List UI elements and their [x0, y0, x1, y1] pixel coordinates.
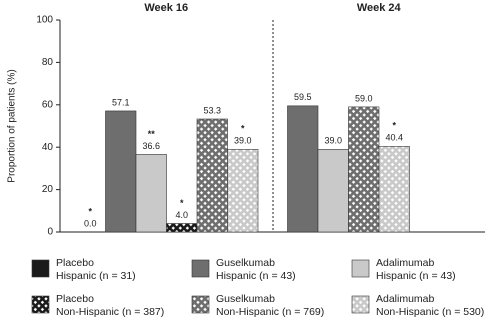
legend-label: Placebo: [56, 293, 94, 305]
legend-label: Guselkumab: [216, 257, 275, 269]
value-label: 57.1: [112, 97, 130, 107]
legend-swatch: [191, 259, 210, 278]
legend-swatch: [351, 295, 370, 314]
bar: [287, 105, 319, 233]
category-title: Week 16: [144, 2, 188, 14]
legend-label: Non-Hispanic (n = 387): [56, 306, 164, 318]
y-tick-label: 80: [42, 57, 54, 68]
bar: [166, 223, 198, 233]
legend-label: Guselkumab: [216, 293, 275, 305]
bar: [227, 149, 259, 233]
legend-swatch: [31, 259, 50, 278]
value-label: 36.6: [142, 141, 160, 151]
y-tick-label: 100: [36, 15, 53, 26]
value-label: 0.0: [84, 218, 97, 228]
value-label: 59.5: [294, 92, 312, 102]
category-title: Week 24: [357, 2, 402, 14]
bar: [105, 110, 137, 233]
legend-label: Hispanic (n = 31): [56, 270, 136, 282]
y-tick-label: 60: [42, 99, 54, 110]
significance: *: [392, 121, 396, 131]
legend-swatch: [31, 295, 50, 314]
legend-label: Adalimumab: [376, 293, 435, 305]
value-label: 39.0: [234, 136, 252, 146]
value-label: 59.0: [355, 93, 373, 103]
significance: *: [241, 124, 245, 134]
bar: [196, 118, 228, 233]
significance: **: [148, 129, 156, 139]
y-axis-label: Proportion of patients (%): [7, 69, 18, 182]
legend-label: Non-Hispanic (n = 769): [216, 306, 324, 318]
legend-swatch: [351, 259, 370, 278]
bar: [317, 149, 349, 233]
legend-swatch: [191, 295, 210, 314]
bar: [135, 154, 167, 233]
legend-label: Adalimumab: [376, 257, 435, 269]
significance: *: [180, 198, 184, 208]
legend-label: Hispanic (n = 43): [376, 270, 456, 282]
bar: [378, 146, 410, 233]
legend-label: Hispanic (n = 43): [216, 270, 296, 282]
significance: *: [88, 206, 92, 216]
legend-label: Placebo: [56, 257, 94, 269]
y-tick-label: 40: [42, 142, 54, 153]
bar: [348, 106, 380, 233]
y-tick-label: 20: [42, 184, 54, 195]
value-label: 4.0: [175, 210, 188, 220]
legend-label: Non-Hispanic (n = 530): [376, 306, 484, 318]
value-label: 40.4: [385, 133, 403, 143]
value-label: 53.3: [203, 105, 221, 115]
value-label: 39.0: [324, 136, 342, 146]
y-tick-label: 0: [47, 227, 53, 238]
